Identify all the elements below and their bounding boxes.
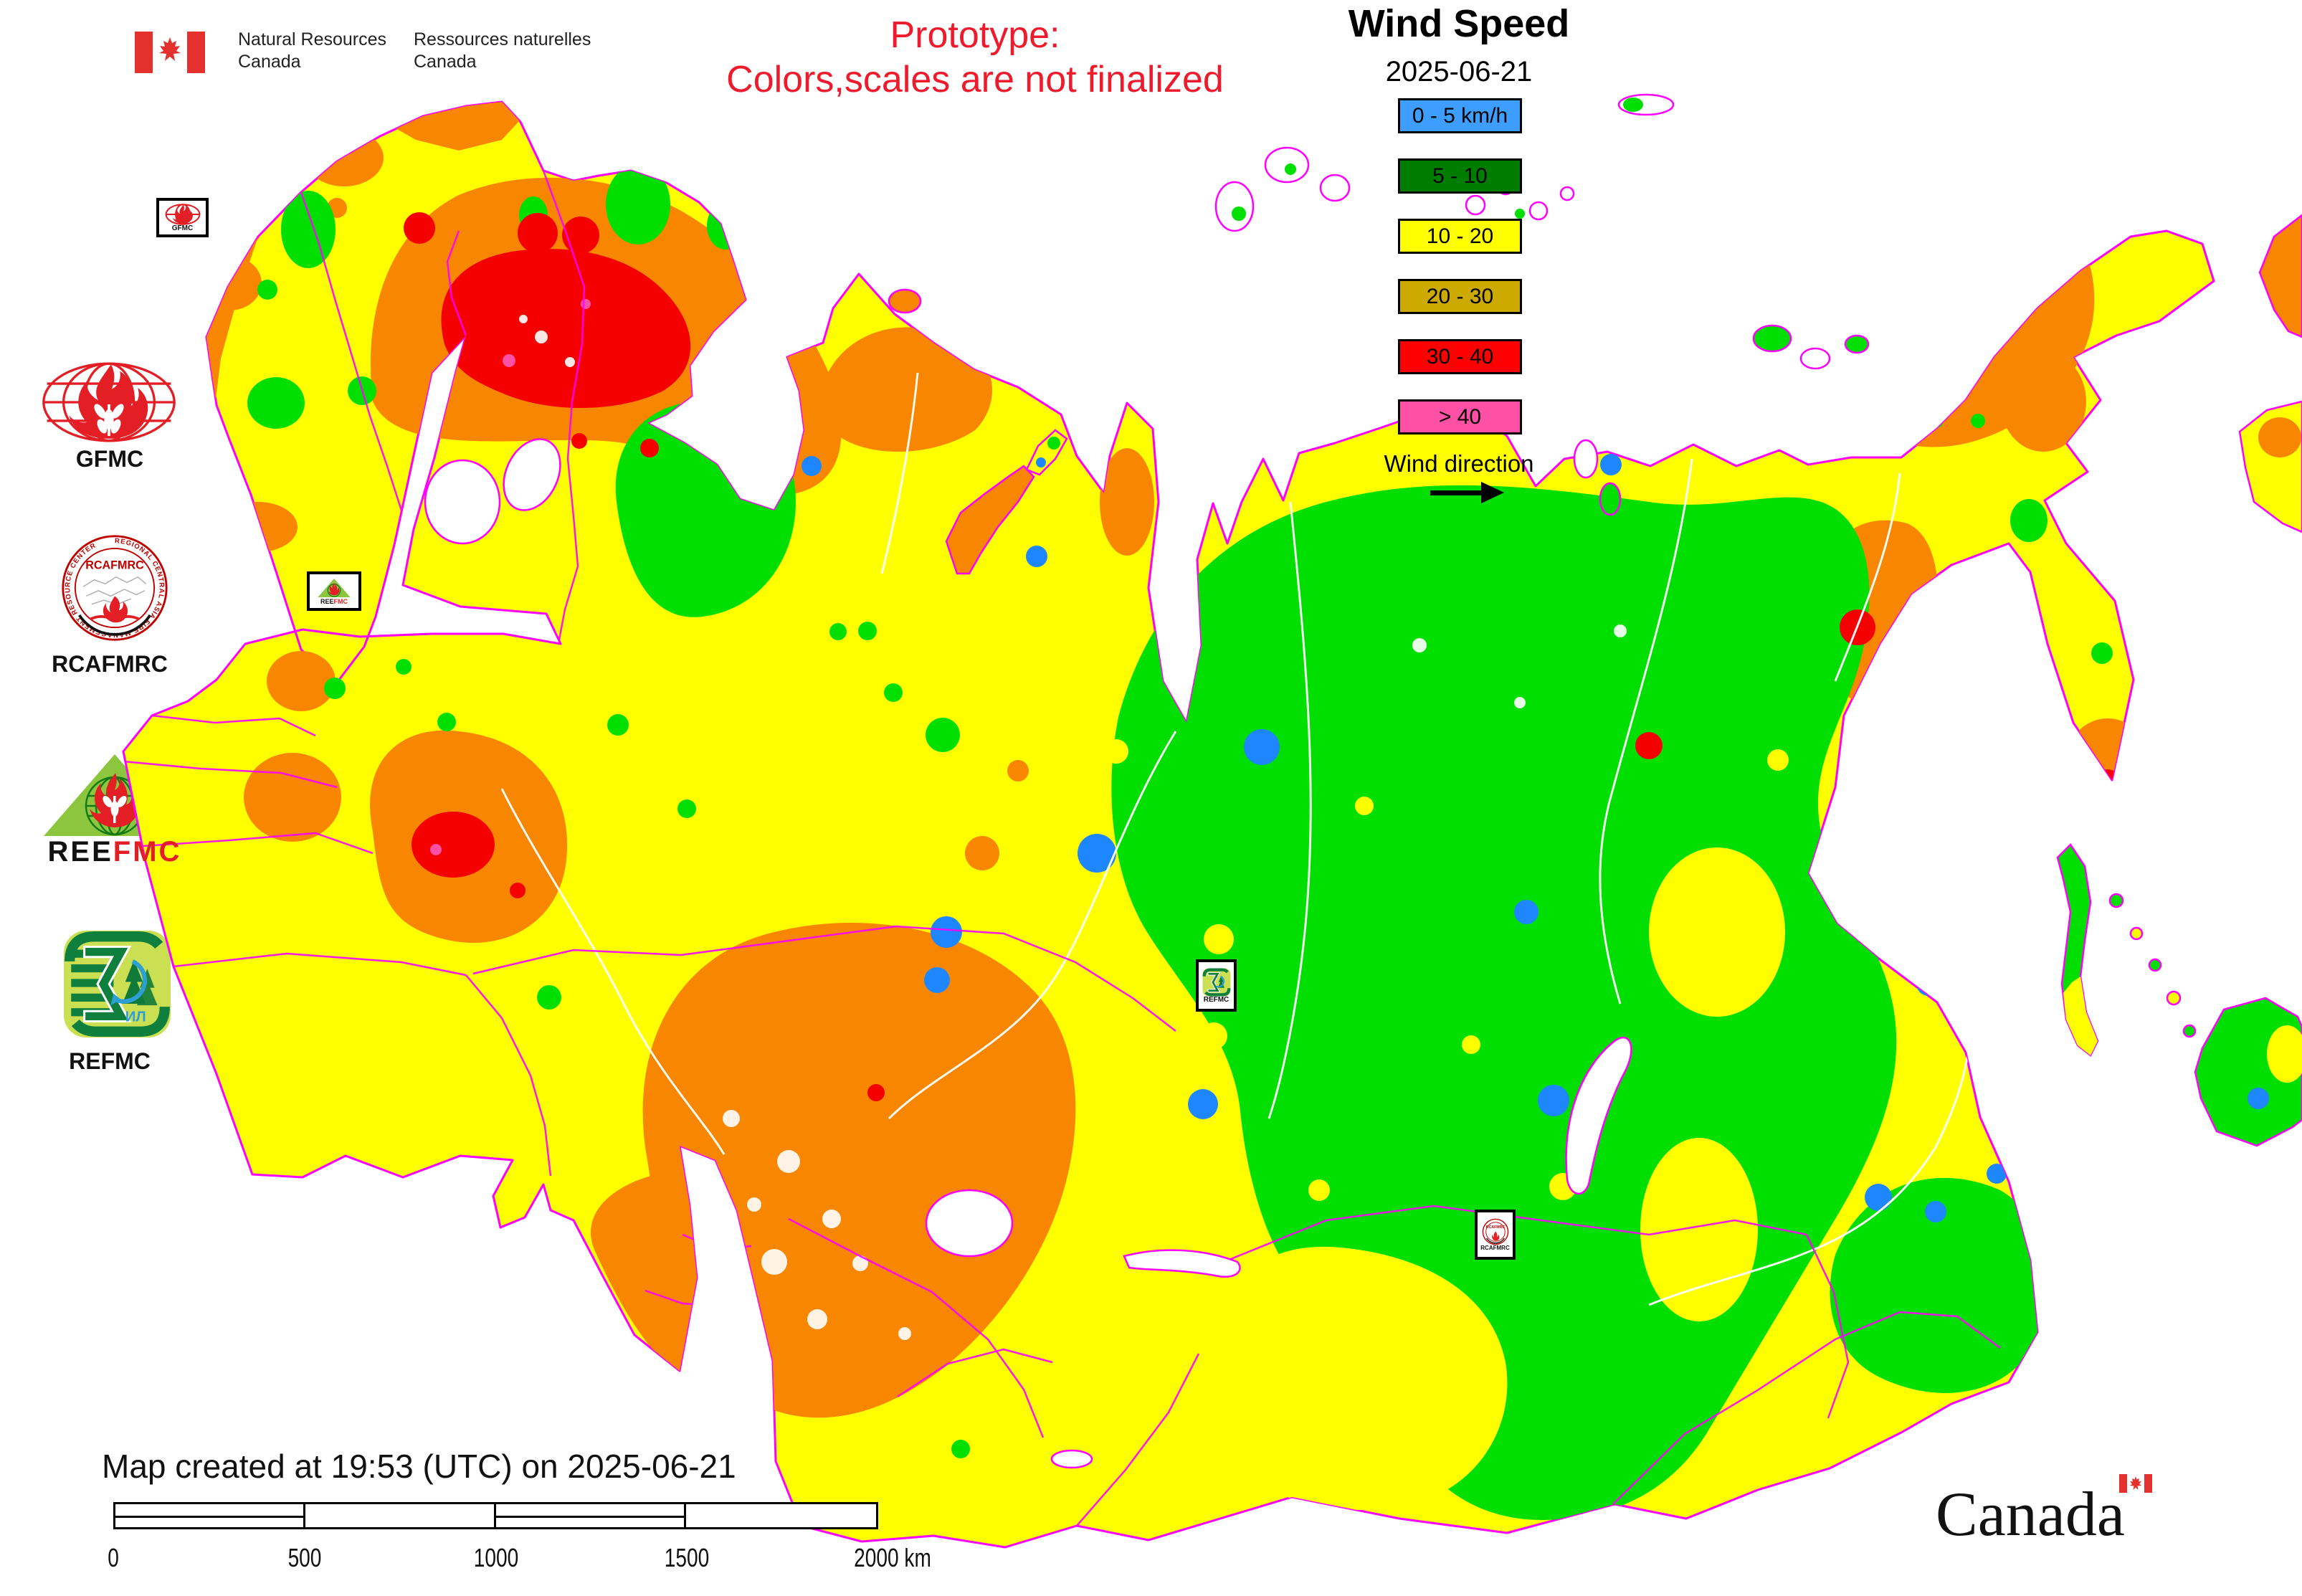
legend-title: Wind Speed <box>1348 2 1570 45</box>
legend-item-0-5: 0 - 5 km/h <box>1398 98 1522 133</box>
map-marker-rcafmrc-label: RCAFMRC <box>1480 1245 1510 1251</box>
gfmc-mini-icon <box>165 203 200 225</box>
rcafmrc-logo: REGIONAL CENTRAL ASIA FIRE MANAGEMENT RE… <box>62 535 168 641</box>
canada-wordmark: Canada <box>1936 1480 2125 1549</box>
wind-direction-label: Wind direction <box>1384 450 1534 477</box>
map-marker-gfmc-label: GFMC <box>171 224 194 232</box>
nrcan-en-line2: Canada <box>238 52 301 72</box>
refmc-inner-text: ИЛ <box>125 1010 146 1025</box>
legend-item-10-20: 10 - 20 <box>1398 219 1522 254</box>
map-marker-refmc-label: REFMC <box>1203 995 1230 1004</box>
legend-label-0-5: 0 - 5 km/h <box>1412 103 1508 128</box>
legend-label-5-10: 5 - 10 <box>1432 163 1488 188</box>
scale-tick-1500: 1500 <box>664 1543 710 1572</box>
scale-tick-2000: 2000 km <box>831 1543 954 1573</box>
reefmc-label-black: REE <box>47 836 113 868</box>
legend-date: 2025-06-21 <box>1385 56 1533 87</box>
wind-direction-arrow-head <box>1481 482 1504 503</box>
legend-label-10-20: 10 - 20 <box>1426 224 1494 248</box>
reefmc-mini-icon <box>318 578 351 598</box>
legend-label-gt40: > 40 <box>1438 404 1482 429</box>
legend-item-20-30: 20 - 30 <box>1398 279 1522 314</box>
refmc-label: REFMC <box>69 1048 151 1074</box>
wind-direction-arrow <box>1430 490 1483 495</box>
reefmc-label: REEFMC <box>39 836 190 868</box>
legend-label-30-40: 30 - 40 <box>1426 344 1494 369</box>
legend-item-30-40: 30 - 40 <box>1398 339 1522 374</box>
rcafmrc-mini-icon: RCAFMRC <box>1482 1218 1508 1245</box>
map-marker-reefmc-red: FMC <box>333 598 348 605</box>
scale-segment-4 <box>686 1504 876 1527</box>
canada-wordmark-flag-icon <box>2119 1474 2152 1493</box>
nrcan-wordmark-en: Natural Resources Canada <box>238 29 386 73</box>
scale-segment-2 <box>305 1504 496 1527</box>
map-marker-reefmc-label: REEFMC <box>320 599 348 605</box>
prototype-line1: Prototype: <box>890 14 1060 56</box>
gfmc-label: GFMC <box>75 446 144 472</box>
rcafmrc-label: RCAFMRC <box>52 651 168 677</box>
legend-label-20-30: 20 - 30 <box>1426 284 1494 308</box>
scale-tick-0: 0 <box>108 1543 119 1572</box>
scale-segment-3 <box>495 1504 686 1527</box>
scale-segment-1 <box>115 1504 306 1527</box>
map-created-text: Map created at 19:53 (UTC) on 2025-06-21 <box>102 1448 736 1485</box>
reefmc-label-red: FMC <box>113 836 182 868</box>
prototype-disclaimer: Prototype: Colors,scales are not finaliz… <box>660 13 1290 102</box>
yellow-patches <box>1104 739 1789 1510</box>
prototype-line2: Colors,scales are not finalized <box>726 59 1224 100</box>
scale-tick-500: 500 <box>287 1543 322 1572</box>
gfmc-logo <box>42 362 176 442</box>
refmc-mini-icon <box>1202 968 1230 996</box>
admin-boundaries <box>123 170 2001 1526</box>
rivers <box>500 372 1969 1306</box>
map-marker-refmc: REFMC <box>1196 959 1237 1012</box>
nrcan-en-line1: Natural Resources <box>238 29 387 49</box>
svg-text:RCAFMRC: RCAFMRC <box>1485 1225 1505 1230</box>
lakes <box>424 438 1632 1469</box>
legend-item-gt40: > 40 <box>1398 399 1522 434</box>
legend-item-5-10: 5 - 10 <box>1398 158 1522 194</box>
scale-tick-2000-value: 2000 <box>854 1543 899 1572</box>
scale-bar <box>113 1502 878 1529</box>
canada-flag-icon <box>135 32 205 73</box>
scale-unit: km <box>904 1543 931 1572</box>
map-marker-reefmc-black: REE <box>320 598 334 605</box>
nrcan-wordmark-fr: Ressources naturelles Canada <box>414 29 591 73</box>
nrcan-fr-line1: Ressources naturelles <box>414 29 591 49</box>
map-marker-rcafmrc: RCAFMRC RCAFMRC <box>1475 1210 1516 1260</box>
nrcan-fr-line2: Canada <box>414 52 477 72</box>
rcafmrc-inner-text: RCAFMRC <box>85 559 144 571</box>
refmc-logo: ИЛ <box>64 931 171 1037</box>
blue-calm-spots <box>802 454 2087 1222</box>
scale-tick-1000: 1000 <box>473 1543 519 1572</box>
terrain-mottling <box>519 315 1627 1340</box>
map-marker-gfmc: GFMC <box>156 198 209 237</box>
map-marker-reefmc: REEFMC <box>307 571 361 611</box>
